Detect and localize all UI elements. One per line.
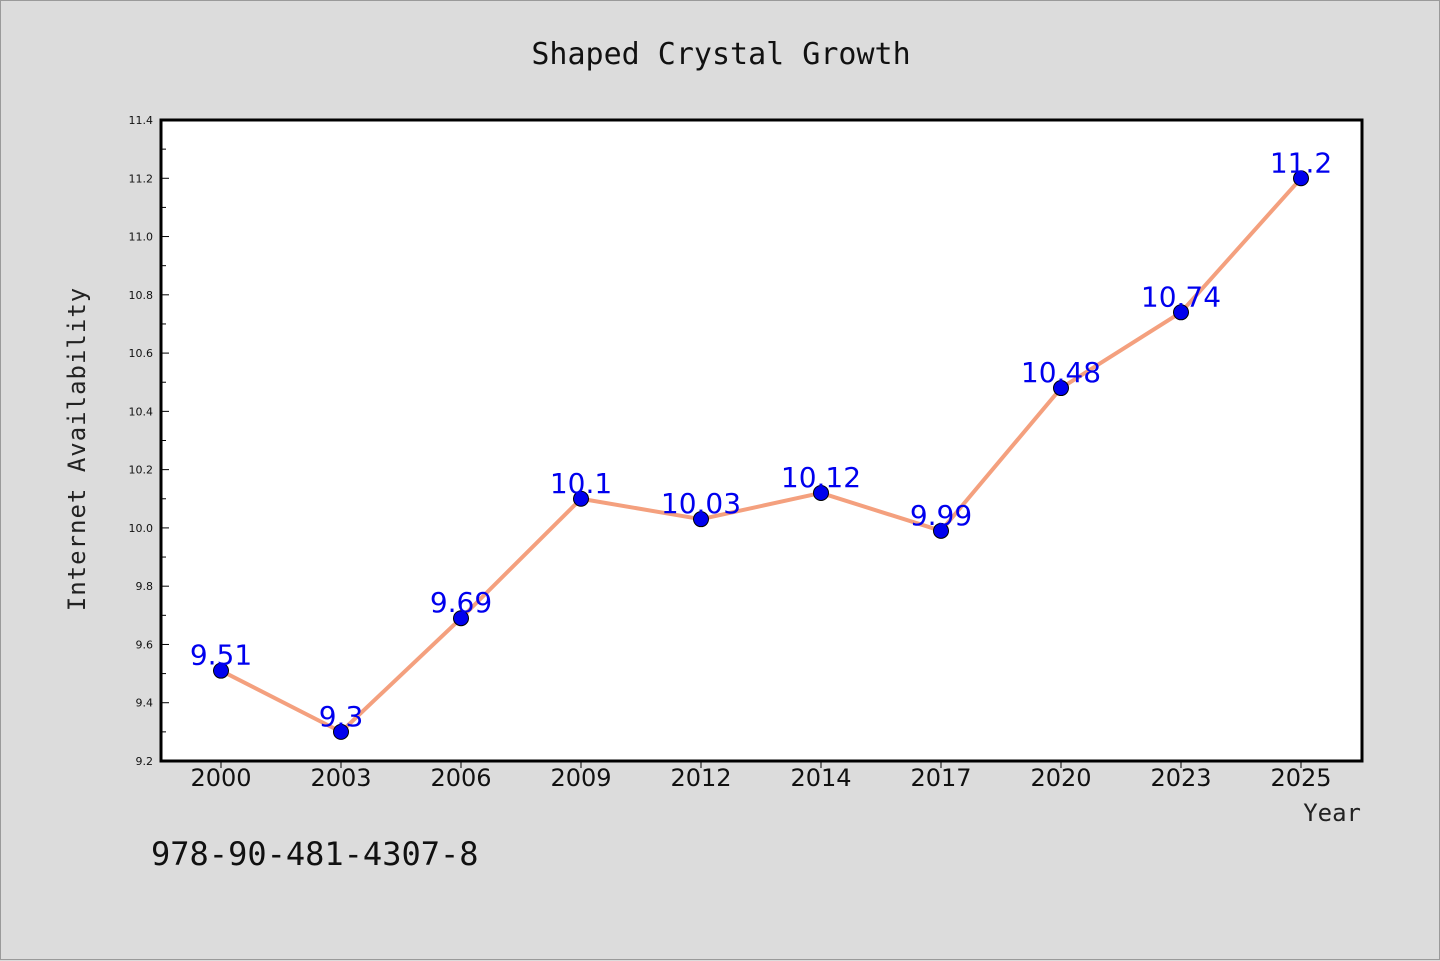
y-tick-label: 9.8	[136, 580, 154, 593]
x-tick-label: 2020	[1030, 764, 1091, 792]
data-label: 9.3	[319, 700, 364, 733]
data-label: 10.1	[550, 467, 612, 500]
x-tick-label: 2012	[670, 764, 731, 792]
y-tick-label: 10.8	[129, 289, 154, 302]
x-tick-label: 2017	[910, 764, 971, 792]
series-0	[213, 170, 1309, 740]
data-label: 9.51	[190, 639, 252, 672]
y-tick-label: 10.4	[129, 405, 154, 418]
y-tick-label: 11.0	[129, 231, 154, 244]
data-label: 10.48	[1021, 356, 1101, 389]
data-label: 11.2	[1270, 146, 1332, 179]
x-axis: 2000 2003 2006 2009 2012 2014 2017 2020 2023 2025	[190, 761, 1332, 792]
data-label: 9.69	[430, 586, 492, 619]
data-labels: 9.51 9.3 9.69 10.1 10.03 10.12 9.99 10.48 10.74 1…	[190, 146, 1332, 733]
y-tick-label: 9.4	[136, 697, 154, 710]
plot-area	[159, 118, 1364, 763]
x-tick-label: 2006	[430, 764, 491, 792]
data-label: 10.12	[781, 461, 861, 494]
x-tick-label: 2000	[190, 764, 251, 792]
x-tick-label: 2009	[550, 764, 611, 792]
isbn-annotation: 978-90-481-4307-8	[151, 835, 479, 873]
y-tick-label: 11.4	[129, 114, 154, 127]
data-label: 9.99	[910, 499, 972, 532]
x-axis-label: Year	[1303, 799, 1361, 827]
data-point	[453, 610, 469, 627]
y-tick-label: 10.2	[129, 464, 154, 477]
data-label: 10.74	[1141, 280, 1221, 313]
data-point	[693, 511, 709, 528]
y-tick-label: 9.6	[136, 638, 154, 651]
y-tick-label: 10.0	[129, 522, 154, 535]
y-axis: 9.2 9.4 9.6 9.8 10.0 10.2 10.4 10.6 10.8 11.0 11.2…	[129, 114, 169, 768]
data-point	[1053, 380, 1069, 397]
chart-title: Shaped Crystal Growth	[531, 37, 910, 72]
data-point	[933, 522, 949, 539]
x-tick-label: 2014	[790, 764, 851, 792]
y-tick-label: 9.2	[136, 755, 154, 768]
y-tick-label: 11.2	[129, 172, 154, 185]
y-tick-label: 10.6	[129, 347, 154, 360]
data-point	[813, 484, 829, 501]
x-tick-label: 2025	[1270, 764, 1331, 792]
data-point	[573, 490, 589, 507]
data-point	[333, 723, 349, 740]
y-axis-label: Internet Availability	[63, 287, 91, 611]
series-line	[220, 176, 1303, 734]
x-tick-label: 2003	[310, 764, 371, 792]
data-point	[1293, 170, 1309, 187]
data-point	[213, 662, 229, 679]
data-point	[1173, 304, 1189, 321]
data-label: 10.03	[661, 487, 741, 520]
x-tick-label: 2023	[1150, 764, 1211, 792]
